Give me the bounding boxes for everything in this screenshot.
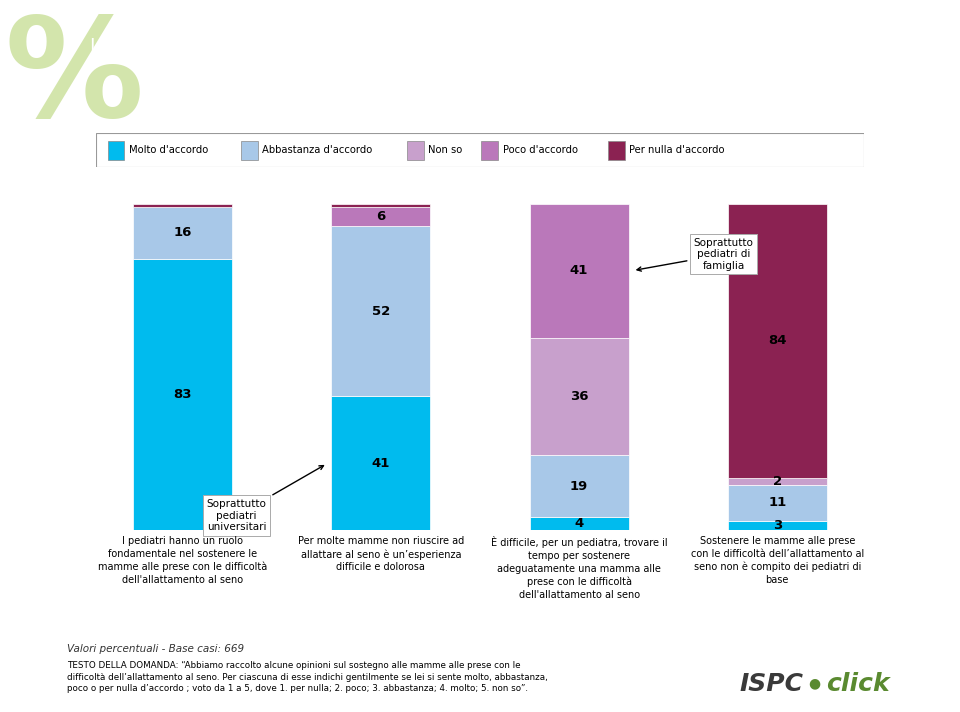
- Bar: [241, 141, 257, 159]
- Bar: [481, 141, 498, 159]
- Text: Non so: Non so: [428, 145, 463, 155]
- Bar: [331, 397, 430, 530]
- Text: È difficile, per un pediatra, trovare il
tempo per sostenere
adeguatamente una m: È difficile, per un pediatra, trovare il…: [491, 536, 667, 600]
- Text: Per molte mamme non riuscire ad
allattare al seno è un’esperienza
difficile e do: Per molte mamme non riuscire ad allattar…: [298, 536, 464, 572]
- Bar: [331, 226, 430, 397]
- Text: Valori percentuali - Base casi: 669: Valori percentuali - Base casi: 669: [67, 644, 245, 654]
- Text: 36: 36: [570, 390, 588, 403]
- Text: Per nulla d'accordo: Per nulla d'accordo: [630, 145, 725, 155]
- Text: mamme con difficoltà ad allattare al seno: mamme con difficoltà ad allattare al sen…: [256, 85, 648, 105]
- Text: 11: 11: [768, 496, 786, 509]
- Text: 3: 3: [773, 519, 781, 532]
- Text: Poco d'accordo: Poco d'accordo: [503, 145, 578, 155]
- Bar: [530, 337, 629, 455]
- Bar: [133, 207, 232, 259]
- Text: ●: ●: [808, 676, 820, 691]
- Text: 16: 16: [174, 226, 192, 239]
- Text: 19: 19: [570, 480, 588, 493]
- Bar: [530, 455, 629, 518]
- Bar: [331, 204, 430, 207]
- Text: Soprattutto
pediatri
universitari: Soprattutto pediatri universitari: [206, 466, 324, 533]
- Text: 83: 83: [174, 388, 192, 402]
- Bar: [608, 141, 625, 159]
- Text: 41: 41: [570, 264, 588, 277]
- Bar: [530, 518, 629, 530]
- Text: Abbastanza d'accordo: Abbastanza d'accordo: [262, 145, 372, 155]
- Bar: [728, 485, 827, 520]
- Text: Molto d'accordo: Molto d'accordo: [129, 145, 208, 155]
- Text: 84: 84: [768, 335, 786, 347]
- Text: TESTO DELLA DOMANDA: “Abbiamo raccolto alcune opinioni sul sostegno alle mamme a: TESTO DELLA DOMANDA: “Abbiamo raccolto a…: [67, 661, 548, 693]
- Text: 52: 52: [372, 305, 390, 318]
- Bar: [108, 141, 125, 159]
- Text: click: click: [826, 671, 889, 696]
- Bar: [530, 204, 629, 337]
- Bar: [728, 520, 827, 530]
- Text: 2: 2: [773, 475, 781, 488]
- Bar: [133, 204, 232, 207]
- Text: 4: 4: [574, 518, 584, 530]
- Bar: [407, 141, 423, 159]
- Bar: [728, 204, 827, 478]
- Text: ISPC: ISPC: [739, 671, 804, 696]
- Text: 7: 7: [901, 49, 927, 83]
- Bar: [728, 478, 827, 485]
- Text: 6: 6: [376, 210, 386, 223]
- Bar: [331, 207, 430, 226]
- Text: I pediatri inoltre ritengono di avere un ruolo fondamentale nel sostegno delle: I pediatri inoltre ritengono di avere un…: [89, 36, 814, 56]
- Text: I pediatri hanno un ruolo
fondamentale nel sostenere le
mamme alle prese con le : I pediatri hanno un ruolo fondamentale n…: [98, 536, 268, 585]
- Text: Sostenere le mamme alle prese
con le difficoltà dell’allattamento al
seno non è : Sostenere le mamme alle prese con le dif…: [690, 536, 864, 585]
- Text: 41: 41: [372, 457, 390, 470]
- Text: %: %: [5, 11, 143, 145]
- Text: Soprattutto
pediatri di
famiglia: Soprattutto pediatri di famiglia: [637, 238, 754, 271]
- Bar: [133, 259, 232, 530]
